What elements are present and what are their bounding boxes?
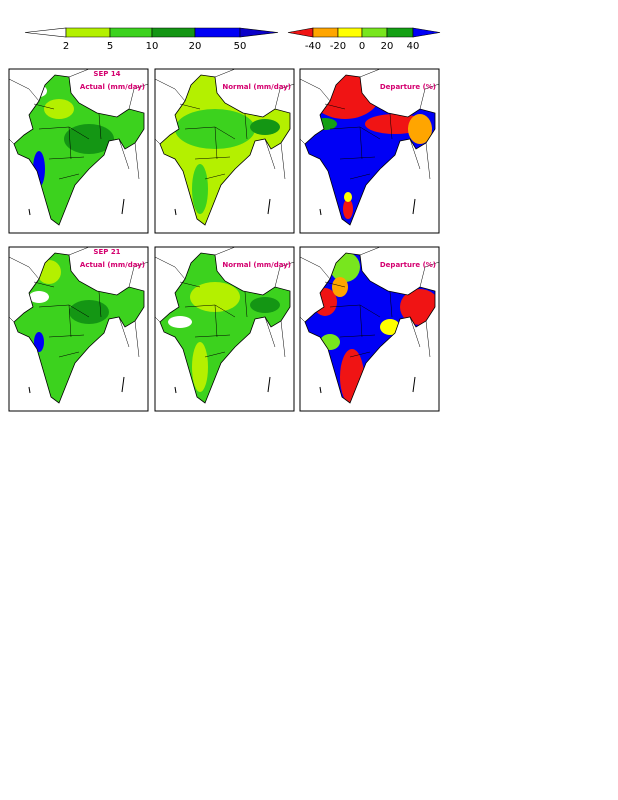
map-panel: Departure (%) [299, 68, 440, 234]
colorbar-label: 10 [146, 41, 159, 52]
colorbar-label: 2 [63, 41, 69, 52]
map-panel: SEP 14 Actual (mm/day) [8, 68, 149, 234]
map-region [250, 297, 280, 313]
neighbor-borders [299, 68, 440, 180]
colorbar-segment [386, 27, 414, 38]
map-panel: Normal (mm/day) [154, 68, 295, 234]
colorbar-label: -20 [330, 41, 346, 52]
colorbar: 2 5 10 20 50 [24, 27, 279, 52]
state-borders [179, 281, 248, 358]
neighbor-borders [8, 68, 149, 180]
state-borders [33, 103, 102, 180]
map-region [344, 192, 352, 202]
state-borders [324, 103, 393, 180]
map-panel: Normal (mm/day) [154, 246, 295, 412]
colorbar-segment [337, 27, 363, 38]
state-borders [33, 281, 102, 358]
panel-date: SEP 14 [93, 70, 120, 78]
map-region [380, 319, 400, 335]
colorbar-segment [65, 27, 111, 38]
panel-title: Normal (mm/day) [222, 83, 291, 91]
colorbar-label: 0 [359, 41, 365, 52]
map-panel: SEP 21 Actual (mm/day) [8, 246, 149, 412]
islands [319, 376, 416, 394]
map-panel: Departure (%) [299, 246, 440, 412]
colorbar-label: -40 [305, 41, 321, 52]
colorbar-label: 40 [407, 41, 420, 52]
colorbar-segment [361, 27, 388, 38]
panel-date: SEP 21 [93, 248, 120, 256]
neighbor-borders [154, 246, 295, 358]
neighbor-borders [154, 68, 295, 180]
colorbar-label: 20 [381, 41, 394, 52]
map-region [29, 291, 49, 303]
state-borders [324, 281, 393, 358]
map-region [250, 119, 280, 135]
colorbar-segment [109, 27, 153, 38]
map-region [332, 277, 348, 297]
colorbar-label: 50 [234, 41, 247, 52]
map-region [408, 114, 432, 144]
islands [28, 198, 125, 216]
map-region [192, 342, 208, 392]
map-region [190, 282, 240, 312]
colorbar-segment [24, 27, 67, 38]
map-region [343, 199, 353, 219]
islands [28, 376, 125, 394]
islands [174, 198, 271, 216]
colorbar-segment [412, 27, 441, 38]
panel-title: Departure (%) [380, 261, 436, 269]
colorbar: -40 -20 0 20 40 [287, 27, 441, 52]
neighbor-borders [8, 246, 149, 358]
colorbar-segment [151, 27, 196, 38]
state-borders [179, 103, 248, 180]
map-region [44, 99, 74, 119]
colorbar-label: 20 [189, 41, 202, 52]
colorbar-segment [194, 27, 241, 38]
map-region [192, 164, 208, 214]
islands [174, 376, 271, 394]
colorbar-segment [287, 27, 314, 38]
panel-title: Departure (%) [380, 83, 436, 91]
colorbar-segment [239, 27, 279, 38]
colorbar-label: 5 [107, 41, 113, 52]
colorbar-segment [312, 27, 339, 38]
panel-title: Actual (mm/day) [80, 261, 145, 269]
panel-title: Actual (mm/day) [80, 83, 145, 91]
map-region [69, 300, 109, 324]
neighbor-borders [299, 246, 440, 358]
islands [319, 198, 416, 216]
map-region [34, 332, 44, 352]
map-region [168, 316, 192, 328]
panel-title: Normal (mm/day) [222, 261, 291, 269]
